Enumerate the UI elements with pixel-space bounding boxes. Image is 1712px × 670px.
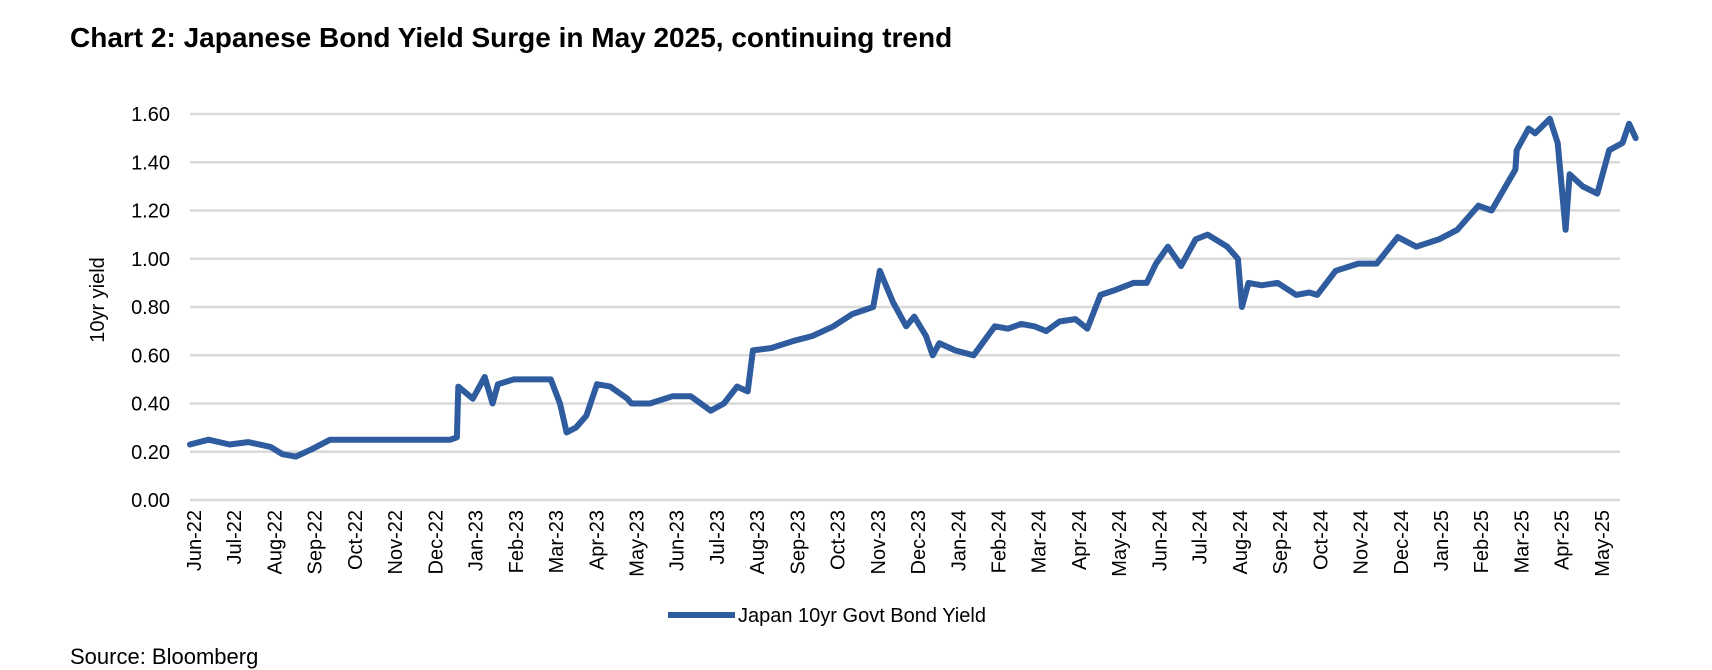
x-tick-label: Jan-25: [1431, 510, 1453, 571]
x-tick-label: Aug-22: [264, 510, 286, 575]
gridlines: [190, 112, 1620, 502]
x-tick-label: Sep-23: [787, 510, 809, 575]
x-tick-label: Oct-22: [345, 510, 367, 570]
y-tick-label: 1.00: [131, 249, 170, 271]
x-tick-label: May-23: [626, 510, 648, 577]
series-line-japan-10yr: [187, 115, 1639, 460]
source-note: Source: Bloomberg: [70, 644, 259, 669]
x-tick-label: Jan-23: [466, 510, 488, 571]
y-tick-label: 0.20: [131, 442, 170, 464]
y-tick-label: 1.20: [131, 201, 170, 223]
x-tick-label: Jul-23: [707, 510, 729, 564]
x-tick-label: Mar-25: [1511, 510, 1533, 573]
x-tick-label: May-25: [1592, 510, 1614, 577]
x-tick-label: Jul-22: [224, 510, 246, 564]
x-tick-label: Dec-23: [908, 510, 930, 574]
x-axis-tick-labels: Jun-22 Jul-22 Aug-22 Sep-22 Oct-22 Nov-22 Dec-…: [184, 510, 1614, 577]
x-tick-label: Feb-25: [1471, 510, 1493, 573]
y-tick-label: 0.60: [131, 345, 170, 367]
chart-title: Chart 2: Japanese Bond Yield Surge in Ma…: [70, 22, 953, 53]
x-tick-label: May-24: [1109, 510, 1131, 577]
x-tick-label: Aug-23: [747, 510, 769, 575]
x-tick-label: Jun-23: [667, 510, 689, 571]
x-tick-label: Mar-24: [1029, 510, 1051, 573]
y-axis-label: 10yr yield: [87, 257, 109, 343]
x-tick-label: Jan-24: [948, 510, 970, 571]
line-chart: 0.00 0.20 0.40 0.60 0.80 1.00 1.20 1.40 1.60 10y…: [87, 104, 1639, 627]
x-tick-label: Aug-24: [1230, 510, 1252, 575]
x-tick-label: Dec-22: [425, 510, 447, 574]
x-tick-label: Apr-23: [586, 510, 608, 570]
y-tick-label: 0.00: [131, 490, 170, 512]
x-tick-label: Oct-24: [1310, 510, 1332, 570]
y-axis-tick-labels: 0.00 0.20 0.40 0.60 0.80 1.00 1.20 1.40 1.60: [131, 104, 170, 512]
x-tick-label: Sep-24: [1270, 510, 1292, 575]
x-tick-label: Jun-24: [1149, 510, 1171, 571]
x-tick-label: Nov-24: [1351, 510, 1373, 574]
y-tick-label: 0.80: [131, 297, 170, 319]
x-tick-label: Feb-23: [506, 510, 528, 573]
y-tick-label: 1.60: [131, 104, 170, 126]
x-tick-label: Jul-24: [1190, 510, 1212, 564]
x-tick-label: Jun-22: [184, 510, 206, 571]
x-tick-label: Nov-23: [868, 510, 890, 574]
x-tick-label: Oct-23: [828, 510, 850, 570]
legend-label: Japan 10yr Govt Bond Yield: [738, 605, 986, 627]
x-tick-label: Apr-25: [1552, 510, 1574, 570]
x-tick-label: Dec-24: [1391, 510, 1413, 574]
x-tick-label: Sep-22: [305, 510, 327, 575]
x-tick-label: Nov-22: [385, 510, 407, 574]
x-tick-label: Apr-24: [1069, 510, 1091, 570]
x-tick-label: Mar-23: [546, 510, 568, 573]
y-tick-label: 0.40: [131, 394, 170, 416]
y-tick-label: 1.40: [131, 152, 170, 174]
legend: Japan 10yr Govt Bond Yield: [668, 605, 986, 627]
x-tick-label: Feb-24: [989, 510, 1011, 573]
